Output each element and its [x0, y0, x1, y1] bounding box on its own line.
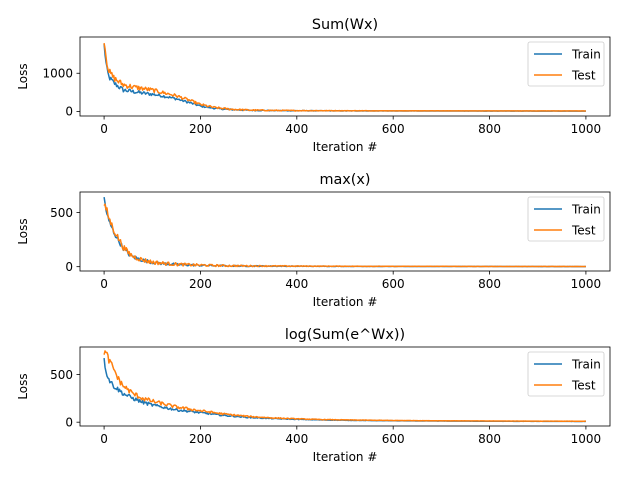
legend-label-train: Train: [571, 357, 601, 371]
y-tick-label: 500: [50, 368, 73, 382]
y-axis-label: Loss: [16, 373, 30, 399]
x-tick-label: 0: [100, 122, 108, 136]
chart-title: max(x): [319, 172, 370, 188]
x-tick-label: 600: [382, 432, 405, 446]
x-axis-label: Iteration #: [313, 450, 378, 464]
x-axis-label: Iteration #: [313, 295, 378, 309]
subplot-2: max(x) 0 200 400 600 800 1000 0 500 Iteration # Lo…: [16, 172, 611, 309]
y-tick-label: 0: [65, 105, 73, 119]
series-line-test: [103, 350, 586, 423]
x-tick-label: 1000: [571, 277, 602, 291]
chart-title: Sum(Wx): [312, 17, 378, 33]
legend: Train Test: [527, 196, 605, 242]
x-tick-label: 200: [189, 277, 212, 291]
legend-label-test: Test: [571, 68, 596, 82]
x-tick-label: 400: [285, 432, 308, 446]
series-group: [103, 42, 586, 112]
x-tick-label: 400: [285, 277, 308, 291]
y-tick-label: 0: [65, 415, 73, 429]
series-line-test: [103, 203, 586, 268]
chart-title: log(Sum(e^Wx)): [285, 327, 405, 343]
x-tick-label: 1000: [571, 122, 602, 136]
y-axis-label: Loss: [16, 63, 30, 89]
y-axis-label: Loss: [16, 218, 30, 244]
subplot-3: log(Sum(e^Wx)) 0 200 400 600 800 1000 0 500 Itera…: [16, 327, 611, 464]
y-tick-label: 1000: [42, 67, 73, 81]
x-tick-label: 200: [189, 432, 212, 446]
axes-frame: [79, 36, 611, 117]
legend: Train Test: [527, 41, 605, 87]
series-group: [103, 196, 586, 268]
legend-label-train: Train: [571, 47, 601, 61]
x-tick-label: 600: [382, 277, 405, 291]
series-line-test: [103, 42, 586, 112]
x-tick-label: 800: [478, 432, 501, 446]
y-tick-label: 500: [50, 206, 73, 220]
series-line-train: [103, 43, 586, 112]
x-tick-label: 800: [478, 277, 501, 291]
legend-label-test: Test: [571, 378, 596, 392]
x-tick-label: 0: [100, 277, 108, 291]
legend: Train Test: [527, 351, 605, 397]
x-tick-label: 600: [382, 122, 405, 136]
subplot-1: Sum(Wx) 0 200 400 600 800 1000 0 1000 Iteration #…: [16, 17, 611, 154]
series-line-train: [103, 358, 586, 423]
x-axis-label: Iteration #: [313, 140, 378, 154]
series-line-train: [103, 196, 586, 268]
x-tick-label: 400: [285, 122, 308, 136]
series-group: [103, 350, 586, 423]
x-tick-label: 200: [189, 122, 212, 136]
x-tick-label: 0: [100, 432, 108, 446]
axes-frame: [79, 346, 611, 427]
x-tick-label: 800: [478, 122, 501, 136]
y-tick-label: 0: [65, 260, 73, 274]
legend-label-test: Test: [571, 223, 596, 237]
legend-label-train: Train: [571, 202, 601, 216]
axes-frame: [79, 191, 611, 272]
x-tick-label: 1000: [571, 432, 602, 446]
